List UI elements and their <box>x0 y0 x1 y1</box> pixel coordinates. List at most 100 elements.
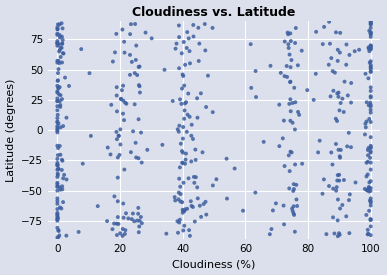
Point <box>366 186 372 191</box>
Point <box>368 26 374 30</box>
Point <box>368 111 374 115</box>
Y-axis label: Latitude (degrees): Latitude (degrees) <box>5 78 15 182</box>
Point <box>336 148 342 152</box>
Point <box>54 99 60 103</box>
Point <box>287 169 293 173</box>
Point <box>55 121 62 126</box>
Point <box>194 185 200 189</box>
Point <box>186 36 192 40</box>
Point <box>179 86 185 91</box>
Point <box>337 154 343 158</box>
Point <box>285 32 291 36</box>
Point <box>58 125 64 130</box>
Point <box>176 220 182 225</box>
Point <box>198 215 204 219</box>
Point <box>368 85 374 90</box>
Point <box>345 93 351 98</box>
Point <box>187 115 193 119</box>
Point <box>335 197 341 202</box>
Point <box>104 219 110 223</box>
Point <box>284 31 291 35</box>
Point <box>363 174 370 179</box>
Point <box>133 43 139 48</box>
Point <box>343 62 349 67</box>
Point <box>61 173 67 177</box>
Point <box>54 89 60 94</box>
Point <box>288 150 294 154</box>
Point <box>182 63 188 67</box>
Point <box>202 200 209 204</box>
Point <box>368 94 374 98</box>
Point <box>346 53 353 57</box>
Point <box>363 125 369 130</box>
Point <box>130 129 136 133</box>
Point <box>366 189 372 194</box>
Point <box>113 93 120 98</box>
Point <box>54 39 60 43</box>
Point <box>55 146 61 150</box>
Point <box>282 39 288 44</box>
Point <box>182 207 188 211</box>
Point <box>55 59 62 63</box>
Point <box>252 190 259 195</box>
Point <box>116 134 122 138</box>
Point <box>180 125 186 129</box>
Point <box>190 23 196 27</box>
Point <box>193 175 199 179</box>
Point <box>197 204 203 208</box>
Point <box>292 162 298 167</box>
Point <box>57 105 63 109</box>
Point <box>368 47 374 52</box>
Point <box>138 130 144 135</box>
Point <box>203 212 209 217</box>
Point <box>127 32 133 36</box>
Point <box>209 26 216 30</box>
Point <box>335 173 341 177</box>
Point <box>59 158 65 163</box>
Point <box>172 198 178 203</box>
Point <box>57 205 63 210</box>
Point <box>135 117 142 122</box>
Point <box>114 85 120 89</box>
Point <box>288 39 294 43</box>
Point <box>353 180 359 185</box>
Point <box>366 186 372 191</box>
Point <box>62 75 68 80</box>
Point <box>366 180 372 185</box>
Point <box>54 184 60 188</box>
Point <box>200 202 207 206</box>
Point <box>63 233 69 238</box>
Point <box>114 137 120 141</box>
Point <box>191 181 197 185</box>
Point <box>55 22 61 26</box>
Point <box>122 232 128 236</box>
Point <box>180 72 186 77</box>
Point <box>293 26 299 30</box>
Point <box>336 231 342 235</box>
Point <box>367 156 373 160</box>
Point <box>196 59 202 63</box>
Point <box>363 161 370 165</box>
Point <box>118 97 124 101</box>
Point <box>289 101 296 105</box>
Point <box>273 201 279 206</box>
Point <box>288 65 294 69</box>
Point <box>60 176 66 180</box>
Point <box>117 127 123 131</box>
Point <box>276 103 283 107</box>
Point <box>281 118 287 123</box>
Point <box>291 182 297 186</box>
Point <box>367 198 373 203</box>
Point <box>270 208 276 213</box>
Point <box>248 42 254 46</box>
Point <box>137 219 143 223</box>
Point <box>368 217 374 221</box>
Point <box>205 73 211 78</box>
Point <box>333 117 339 121</box>
Point <box>284 75 290 79</box>
Point <box>190 34 197 39</box>
Point <box>185 176 192 180</box>
Point <box>60 51 66 55</box>
Point <box>366 103 372 108</box>
Point <box>330 69 336 73</box>
